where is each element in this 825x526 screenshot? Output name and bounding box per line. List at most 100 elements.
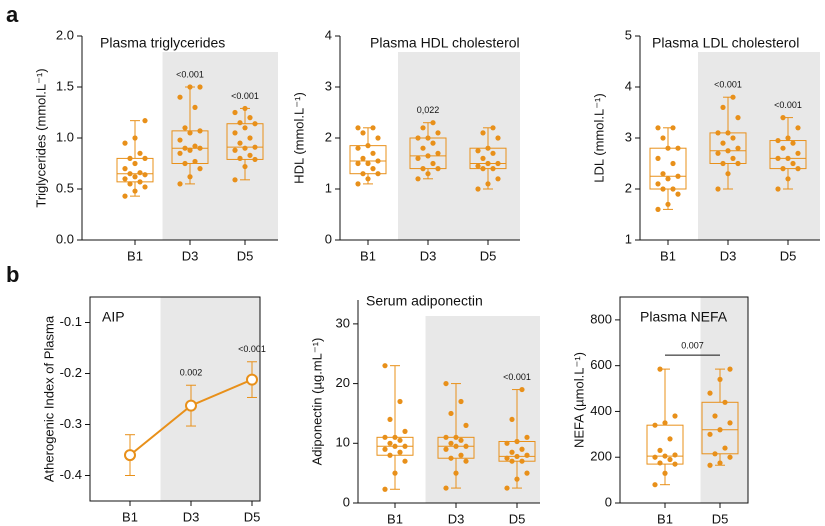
data-point: [480, 155, 486, 161]
x-tick-label: B1: [387, 511, 403, 526]
data-point: [182, 125, 188, 131]
box: [701, 401, 739, 455]
data-point: [246, 373, 258, 386]
data-point: [490, 125, 496, 131]
y-tick-label: 1: [325, 180, 332, 195]
y-axis-label: NEFA (µmol.L⁻¹): [571, 352, 586, 448]
y-tick-label: 4: [325, 27, 332, 42]
data-point: [463, 422, 469, 428]
data-point: [675, 191, 681, 197]
data-point: [247, 152, 253, 158]
data-point: [370, 125, 376, 131]
shaded-region: [160, 297, 260, 501]
data-point: [242, 105, 248, 112]
y-tick-label: 800: [590, 311, 612, 326]
data-point: [463, 458, 469, 464]
chart-title: Plasma HDL cholesterol: [370, 35, 520, 51]
data-point: [504, 485, 510, 491]
y-tick-label: 3: [325, 78, 332, 93]
data-point: [122, 176, 128, 182]
data-point: [655, 206, 661, 212]
data-point: [463, 443, 469, 449]
data-point: [775, 137, 781, 144]
data-point: [448, 410, 454, 417]
data-point: [509, 458, 515, 464]
y-tick-label: -0.3: [60, 416, 82, 431]
data-point: [387, 416, 393, 423]
data-point: [670, 160, 676, 167]
data-point: [725, 148, 731, 154]
data-point: [514, 438, 520, 445]
data-point: [122, 140, 128, 146]
data-point: [495, 176, 501, 182]
data-point: [453, 470, 459, 476]
data-point: [382, 446, 388, 452]
data-point: [247, 115, 253, 121]
data-point: [132, 135, 138, 141]
data-point: [443, 380, 449, 387]
data-point: [397, 437, 403, 443]
box: [349, 145, 387, 175]
y-tick-label: 10: [336, 435, 350, 450]
y-tick-label: 1.5: [56, 78, 74, 93]
y-tick-label: 1: [625, 231, 632, 246]
data-point: [137, 170, 143, 176]
data-point: [672, 452, 678, 458]
y-tick-label: 2: [625, 180, 632, 195]
data-point: [177, 150, 183, 156]
y-tick-label: -0.1: [60, 314, 82, 329]
data-point: [122, 193, 128, 199]
data-point: [197, 145, 203, 151]
data-point: [485, 160, 491, 167]
x-tick-label: B1: [127, 248, 143, 263]
data-point: [725, 171, 731, 177]
data-point: [660, 171, 666, 177]
data-point: [182, 145, 188, 151]
y-axis-label: Atherogenic Index of Plasma: [41, 315, 56, 482]
data-point: [652, 454, 658, 460]
data-point: [127, 181, 133, 187]
box: [116, 157, 154, 183]
data-point: [780, 115, 786, 121]
data-point: [237, 140, 243, 146]
data-point: [652, 482, 658, 488]
shaded-region: [398, 52, 520, 240]
data-point: [132, 188, 138, 194]
x-tick-label: D5: [509, 511, 526, 526]
x-tick-label: B1: [360, 248, 376, 263]
data-point: [790, 160, 796, 167]
data-point: [662, 470, 668, 476]
data-point: [182, 160, 188, 167]
data-point: [132, 160, 138, 167]
data-point: [360, 130, 366, 136]
data-point: [775, 155, 781, 161]
data-point: [365, 143, 371, 149]
panel-label: a: [6, 2, 19, 27]
data-point: [453, 434, 459, 440]
panel-label: b: [6, 262, 19, 287]
data-point: [370, 150, 376, 156]
data-point: [715, 130, 721, 136]
data-point: [780, 166, 786, 172]
chart-title: Serum adiponectin: [366, 293, 483, 309]
data-point: [197, 84, 203, 90]
data-point: [657, 366, 663, 372]
y-tick-label: 3: [625, 129, 632, 144]
data-point: [360, 155, 366, 161]
data-point: [657, 447, 663, 453]
data-point: [192, 158, 198, 165]
data-point: [727, 366, 733, 372]
data-point: [187, 174, 193, 180]
data-point: [670, 186, 676, 192]
data-point: [402, 458, 408, 464]
data-point: [655, 181, 661, 187]
p-value: <0.001: [503, 372, 531, 382]
data-point: [655, 125, 661, 131]
data-point: [430, 120, 436, 126]
p-value: <0.001: [231, 91, 259, 101]
data-point: [435, 130, 441, 136]
data-point: [665, 201, 671, 207]
data-point: [382, 434, 388, 440]
x-tick-label: D3: [182, 248, 199, 263]
